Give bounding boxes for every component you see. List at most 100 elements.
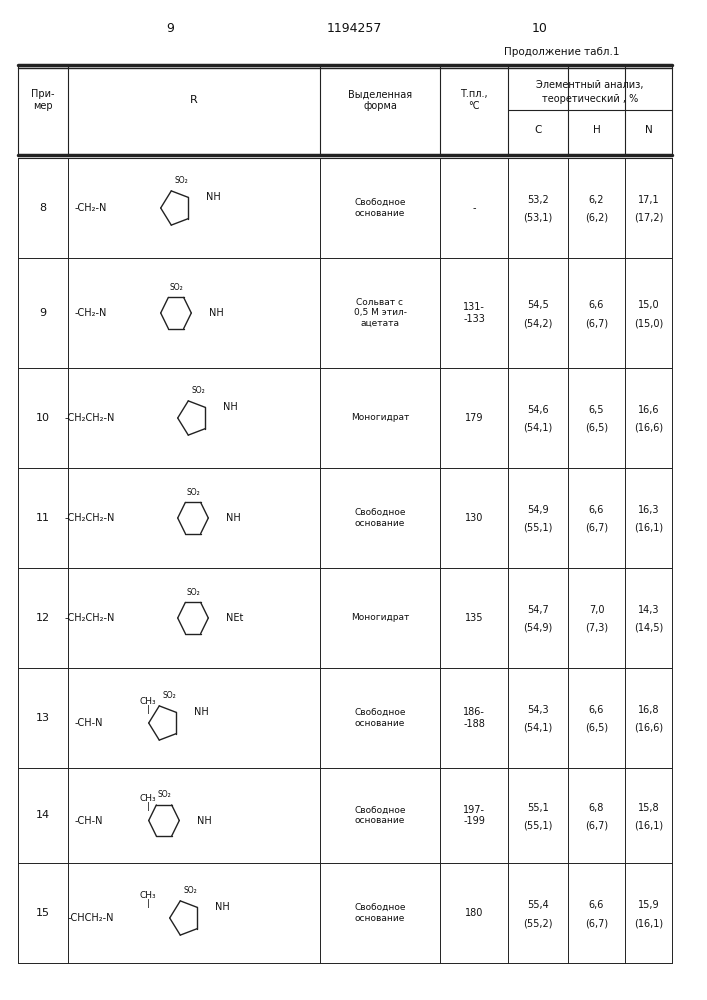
Text: Выделенная
форма: Выделенная форма (348, 89, 412, 111)
Text: (55,1): (55,1) (523, 523, 553, 533)
Text: NH: NH (209, 308, 224, 318)
Text: SO₂: SO₂ (184, 886, 198, 895)
Text: SO₂: SO₂ (186, 588, 200, 597)
Text: 1194257: 1194257 (327, 21, 382, 34)
Text: Свободное
основание: Свободное основание (354, 903, 406, 923)
Text: 16,3: 16,3 (638, 505, 659, 515)
Text: Моногидрат: Моногидрат (351, 414, 409, 422)
Text: 6,6: 6,6 (589, 705, 604, 715)
Text: NH: NH (226, 513, 241, 523)
Text: -CH₂CH₂-N: -CH₂CH₂-N (65, 613, 115, 623)
Text: -CH₂-N: -CH₂-N (75, 203, 107, 213)
Text: R: R (190, 95, 198, 105)
Text: H: H (592, 125, 600, 135)
Text: SO₂: SO₂ (157, 790, 171, 799)
Text: SO₂: SO₂ (186, 488, 200, 497)
Text: 54,3: 54,3 (527, 705, 549, 715)
Text: (6,7): (6,7) (585, 918, 608, 928)
Text: CH₃: CH₃ (140, 794, 156, 803)
Text: Свободное
основание: Свободное основание (354, 708, 406, 728)
Text: 15,0: 15,0 (638, 300, 660, 310)
Text: (54,9): (54,9) (523, 623, 553, 633)
Text: (54,1): (54,1) (523, 723, 553, 733)
Text: |: | (146, 802, 149, 811)
Text: 54,9: 54,9 (527, 505, 549, 515)
Text: CH₃: CH₃ (140, 696, 156, 706)
Text: (16,1): (16,1) (634, 820, 663, 830)
Text: (6,5): (6,5) (585, 723, 608, 733)
Text: SO₂: SO₂ (169, 283, 183, 292)
Text: NH: NH (216, 902, 230, 912)
Text: Сольват с
0,5 М этил-
ацетата: Сольват с 0,5 М этил- ацетата (354, 298, 407, 328)
Text: 197-
-199: 197- -199 (463, 805, 485, 826)
Text: 186-
-188: 186- -188 (463, 707, 485, 729)
Text: NH: NH (206, 192, 221, 202)
Text: (7,3): (7,3) (585, 623, 608, 633)
Text: Свободное
основание: Свободное основание (354, 806, 406, 825)
Text: 6,6: 6,6 (589, 300, 604, 310)
Text: (16,1): (16,1) (634, 918, 663, 928)
Text: Элементный анализ,: Элементный анализ, (536, 80, 644, 90)
Text: 15,9: 15,9 (638, 900, 660, 910)
Text: -CH₂CH₂-N: -CH₂CH₂-N (65, 513, 115, 523)
Text: 6,8: 6,8 (589, 802, 604, 812)
Text: 10: 10 (36, 413, 50, 423)
Text: 9: 9 (166, 21, 174, 34)
Text: 54,5: 54,5 (527, 300, 549, 310)
Text: (15,0): (15,0) (634, 318, 663, 328)
Text: 6,6: 6,6 (589, 900, 604, 910)
Text: -CH-N: -CH-N (75, 816, 103, 826)
Text: Свободное
основание: Свободное основание (354, 198, 406, 218)
Text: Т.пл.,
°С: Т.пл., °С (460, 89, 488, 111)
Text: 7,0: 7,0 (589, 605, 604, 615)
Text: (14,5): (14,5) (634, 623, 663, 633)
Text: (6,7): (6,7) (585, 820, 608, 830)
Text: (16,6): (16,6) (634, 723, 663, 733)
Text: -CH₂CH₂-N: -CH₂CH₂-N (65, 413, 115, 423)
Text: (16,6): (16,6) (634, 423, 663, 433)
Text: (54,2): (54,2) (523, 318, 553, 328)
Text: (16,1): (16,1) (634, 523, 663, 533)
Text: 14: 14 (36, 810, 50, 820)
Text: 179: 179 (464, 413, 484, 423)
Text: Моногидрат: Моногидрат (351, 613, 409, 622)
Text: (55,1): (55,1) (523, 820, 553, 830)
Text: (55,2): (55,2) (523, 918, 553, 928)
Text: NH: NH (197, 816, 212, 826)
Text: N: N (645, 125, 653, 135)
Text: 54,7: 54,7 (527, 605, 549, 615)
Text: 12: 12 (36, 613, 50, 623)
Text: 10: 10 (532, 21, 548, 34)
Text: 17,1: 17,1 (638, 195, 660, 205)
Text: 11: 11 (36, 513, 50, 523)
Text: При-
мер: При- мер (31, 89, 54, 111)
Text: 13: 13 (36, 713, 50, 723)
Text: 131-
-133: 131- -133 (463, 302, 485, 324)
Text: (6,5): (6,5) (585, 423, 608, 433)
Text: -: - (472, 203, 476, 213)
Text: 130: 130 (464, 513, 483, 523)
Text: Свободное
основание: Свободное основание (354, 508, 406, 528)
Text: NH: NH (194, 707, 209, 717)
Text: NH: NH (223, 402, 238, 412)
Text: 15,8: 15,8 (638, 802, 660, 812)
Text: 8: 8 (40, 203, 47, 213)
Text: 6,6: 6,6 (589, 505, 604, 515)
Text: (6,7): (6,7) (585, 523, 608, 533)
Text: 6,2: 6,2 (589, 195, 604, 205)
Text: (54,1): (54,1) (523, 423, 553, 433)
Text: SO₂: SO₂ (163, 691, 177, 700)
Text: 16,8: 16,8 (638, 705, 659, 715)
Text: NEt: NEt (226, 613, 244, 623)
Text: -CH₂-N: -CH₂-N (75, 308, 107, 318)
Text: 53,2: 53,2 (527, 195, 549, 205)
Text: SO₂: SO₂ (175, 176, 189, 185)
Text: 55,4: 55,4 (527, 900, 549, 910)
Text: Продолжение табл.1: Продолжение табл.1 (505, 47, 620, 57)
Text: (6,2): (6,2) (585, 213, 608, 223)
Text: теоретический , %: теоретический , % (542, 94, 638, 104)
Text: 180: 180 (464, 908, 483, 918)
Text: CH₃: CH₃ (140, 892, 156, 900)
Text: 6,5: 6,5 (589, 405, 604, 415)
Text: 16,6: 16,6 (638, 405, 659, 415)
